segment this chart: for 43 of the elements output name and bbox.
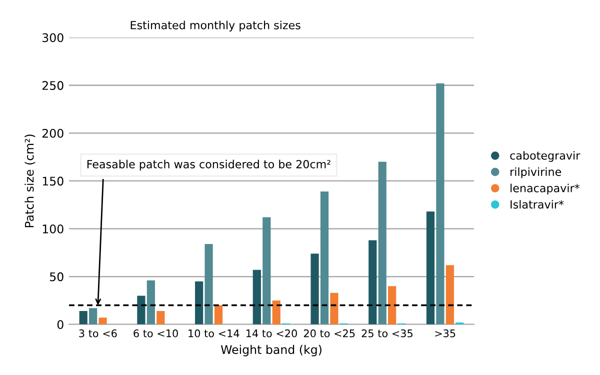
- x-tick-label: 10 to <14: [188, 329, 240, 338]
- bar: [368, 240, 377, 324]
- bar: [388, 286, 396, 324]
- chart-title: Estimated monthly patch sizes: [130, 20, 300, 32]
- y-tick-label: 250: [42, 81, 64, 90]
- x-tick-label: 6 to <10: [134, 329, 178, 338]
- annotation: Feasable patch was considered to be 20cm²: [87, 160, 330, 171]
- legend-label: cabotegravir: [510, 151, 580, 162]
- y-axis-title: Patch size (cm²): [24, 134, 36, 228]
- bar: [252, 270, 261, 324]
- y-tick-label: 200: [42, 128, 64, 138]
- bar: [378, 162, 386, 324]
- y-tick-label: 300: [42, 33, 64, 42]
- y-tick-label: 100: [42, 224, 64, 234]
- bar: [272, 300, 280, 324]
- y-tick-label: 0: [57, 320, 64, 330]
- x-tick-label: 14 to <20: [246, 329, 297, 338]
- bar: [137, 296, 146, 324]
- legend-label: lenacapavir*: [510, 184, 580, 194]
- bar: [156, 310, 165, 324]
- bar: [330, 292, 338, 324]
- x-tick-label: >35: [435, 329, 456, 338]
- bar: [195, 281, 204, 324]
- bar: [79, 310, 88, 324]
- y-tick-label: 50: [50, 272, 64, 282]
- x-tick-label: 25 to <35: [362, 329, 412, 338]
- bar: [310, 254, 319, 324]
- bar: [320, 191, 329, 324]
- bar: [426, 212, 435, 324]
- bar: [214, 305, 223, 324]
- x-axis-title: Weight band (kg): [220, 344, 322, 356]
- legend-label: Islatravir*: [510, 200, 564, 209]
- bar: [204, 244, 213, 324]
- bar: [98, 318, 107, 324]
- bar: [262, 217, 271, 324]
- x-tick-label: 20 to <25: [304, 329, 355, 338]
- x-tick-label: 3 to <6: [79, 329, 117, 338]
- legend-label: rilpivirine: [510, 167, 562, 178]
- y-tick-label: 150: [42, 176, 64, 186]
- bar: [89, 308, 98, 324]
- bar: [436, 83, 444, 324]
- bar: [146, 280, 155, 324]
- bar: [446, 265, 454, 324]
